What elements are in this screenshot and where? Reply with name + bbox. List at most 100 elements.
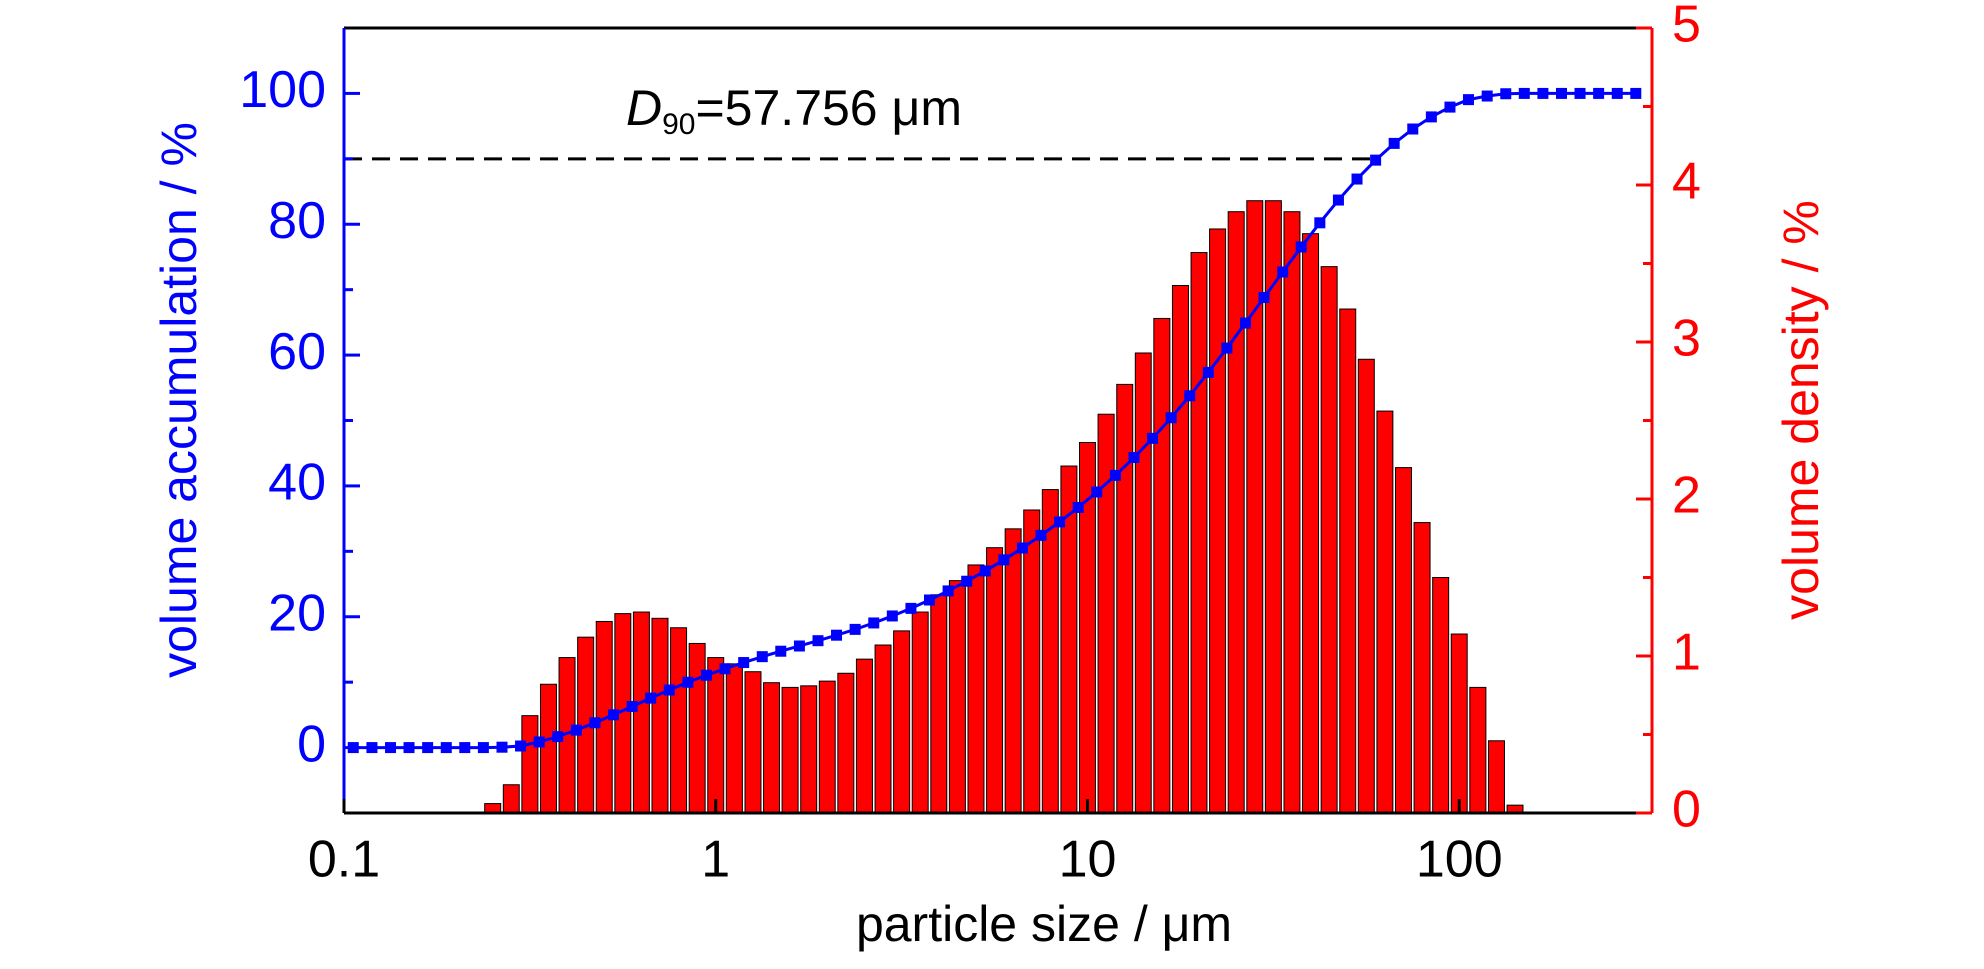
line-marker xyxy=(459,742,471,754)
histogram-bar xyxy=(1227,211,1245,814)
line-marker xyxy=(1556,87,1568,99)
histogram-bar xyxy=(837,672,855,814)
line-marker xyxy=(923,594,935,606)
line-marker xyxy=(998,554,1010,566)
line-marker xyxy=(1091,486,1103,498)
line-marker xyxy=(515,740,527,752)
line-marker xyxy=(1072,501,1084,513)
histogram-bar xyxy=(1320,266,1338,814)
line-marker xyxy=(1351,173,1363,185)
line-marker xyxy=(496,741,508,753)
histogram-bar xyxy=(744,671,762,814)
histogram-bar xyxy=(670,627,688,814)
y-tick-label: 80 xyxy=(268,192,326,250)
line-marker xyxy=(477,742,489,754)
line-marker xyxy=(1500,88,1512,100)
y-tick-label: 0 xyxy=(297,715,326,773)
line-marker xyxy=(868,617,880,629)
line-marker xyxy=(979,565,991,577)
line-marker xyxy=(1128,452,1140,464)
line-marker xyxy=(1388,137,1400,149)
line-marker xyxy=(1035,529,1047,541)
line-marker xyxy=(645,692,657,704)
line-marker xyxy=(1332,194,1344,206)
line-marker xyxy=(403,742,415,754)
histogram-bar xyxy=(1283,211,1301,814)
histogram-bar xyxy=(651,617,669,814)
line-marker xyxy=(626,701,638,713)
histogram-bar xyxy=(1134,352,1152,814)
line-marker xyxy=(1593,87,1605,99)
histogram-bar xyxy=(1394,467,1412,814)
histogram-bar xyxy=(1339,308,1357,814)
line-marker xyxy=(533,736,545,748)
histogram-bar xyxy=(1302,233,1320,814)
histogram-bar xyxy=(1487,740,1505,814)
line-marker xyxy=(422,742,434,754)
x-axis-label: particle size / μm xyxy=(856,896,1232,952)
annotation-subscript: 90 xyxy=(662,108,695,141)
cumulative-line xyxy=(353,91,1636,750)
line-marker xyxy=(1240,317,1252,329)
histogram-bar xyxy=(521,715,539,814)
histogram-bar xyxy=(1116,383,1134,814)
line-marker xyxy=(366,742,378,754)
histogram-bar xyxy=(874,644,892,814)
line-marker xyxy=(905,602,917,614)
line-marker xyxy=(1481,90,1493,102)
x-tick-label: 0.1 xyxy=(308,831,380,889)
line-marker xyxy=(608,709,620,721)
line-marker xyxy=(738,657,750,669)
line-marker xyxy=(886,610,898,622)
line-marker xyxy=(1221,342,1233,354)
y2-tick-label: 0 xyxy=(1672,781,1701,839)
line-marker xyxy=(1518,87,1530,99)
line-marker xyxy=(756,651,768,663)
histogram-bar xyxy=(763,682,780,814)
line-marker xyxy=(1574,87,1586,99)
y2-tick-label: 1 xyxy=(1672,624,1701,682)
line-marker xyxy=(552,731,564,743)
line-marker xyxy=(1314,217,1326,229)
y-tick-label: 20 xyxy=(268,584,326,642)
line-marker xyxy=(385,742,397,754)
line-marker xyxy=(1407,123,1419,135)
histogram-bar xyxy=(1190,252,1208,814)
histogram-bar xyxy=(967,564,985,814)
line-marker xyxy=(1537,87,1549,99)
line-marker xyxy=(1425,111,1437,123)
line-marker xyxy=(719,663,731,675)
line-marker xyxy=(831,629,843,641)
line-marker xyxy=(1054,516,1066,528)
line-marker xyxy=(793,640,805,652)
histogram-bar xyxy=(1432,577,1450,814)
histogram-bar xyxy=(1171,284,1189,814)
histogram-bar xyxy=(688,642,706,814)
line-marker xyxy=(1295,241,1307,253)
histogram-bar xyxy=(1153,317,1171,814)
histogram-bar xyxy=(893,630,911,814)
line-marker xyxy=(682,676,694,688)
line-marker xyxy=(440,742,452,754)
histogram-bar xyxy=(1023,509,1041,814)
y2-tick-label: 5 xyxy=(1672,0,1701,54)
line-marker xyxy=(849,623,861,635)
histogram-bar xyxy=(930,594,948,814)
line-marker xyxy=(700,669,712,681)
histogram-bar xyxy=(1413,522,1431,814)
histogram-bar xyxy=(911,611,929,814)
line-marker xyxy=(1016,542,1028,554)
y-tick-label: 40 xyxy=(268,454,326,512)
y-axis-label: volume accumulation / % xyxy=(151,122,207,678)
y-tick-label: 100 xyxy=(239,61,326,119)
histogram-bar xyxy=(818,680,836,814)
histogram-bar xyxy=(725,663,743,814)
line-marker xyxy=(1370,154,1382,166)
histogram-bar xyxy=(986,547,1004,814)
histogram-bar xyxy=(1376,410,1394,814)
line-marker xyxy=(1184,390,1196,402)
annotation: D90=57.756 μm xyxy=(626,80,962,141)
line-marker xyxy=(1147,432,1159,444)
